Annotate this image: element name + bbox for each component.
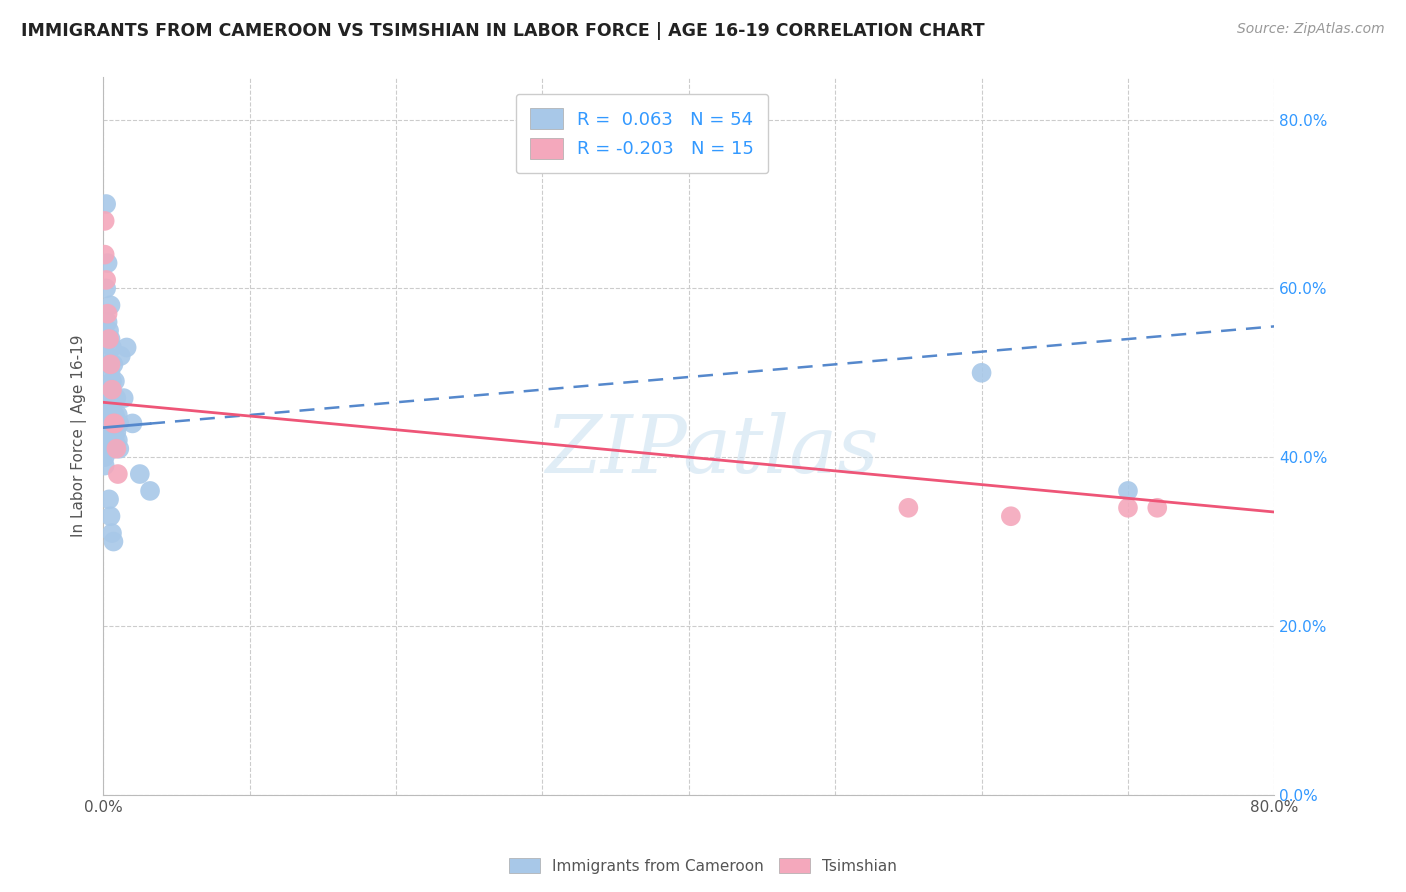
Point: [94, 273, 117, 287]
Point: [970, 366, 993, 380]
Point: [97, 400, 120, 414]
Point: [103, 357, 125, 371]
Point: [107, 434, 129, 448]
Point: [101, 434, 124, 448]
Legend: Immigrants from Cameroon, Tsimshian: Immigrants from Cameroon, Tsimshian: [503, 852, 903, 880]
Point: [107, 408, 129, 422]
Point: [94, 425, 117, 439]
Point: [93, 214, 115, 228]
Point: [104, 374, 127, 388]
Text: IMMIGRANTS FROM CAMEROON VS TSIMSHIAN IN LABOR FORCE | AGE 16-19 CORRELATION CHA: IMMIGRANTS FROM CAMEROON VS TSIMSHIAN IN…: [21, 22, 984, 40]
Point: [98, 357, 121, 371]
Point: [108, 442, 131, 456]
Point: [93, 434, 115, 448]
Point: [128, 467, 150, 481]
Point: [98, 492, 121, 507]
Point: [103, 417, 125, 431]
Point: [1000, 509, 1022, 524]
Point: [94, 197, 117, 211]
Point: [97, 417, 120, 431]
Point: [98, 417, 121, 431]
Legend: R =  0.063   N = 54, R = -0.203   N = 15: R = 0.063 N = 54, R = -0.203 N = 15: [516, 94, 768, 173]
Point: [1116, 483, 1139, 498]
Point: [115, 341, 138, 355]
Point: [101, 383, 124, 397]
Point: [105, 442, 128, 456]
Point: [101, 374, 124, 388]
Point: [101, 408, 124, 422]
Point: [93, 425, 115, 439]
Point: [105, 425, 128, 439]
Point: [93, 247, 115, 261]
Text: Source: ZipAtlas.com: Source: ZipAtlas.com: [1237, 22, 1385, 37]
Point: [112, 391, 135, 405]
Point: [97, 315, 120, 329]
Point: [94, 434, 117, 448]
Point: [94, 417, 117, 431]
Point: [93, 450, 115, 465]
Point: [101, 526, 124, 541]
Point: [121, 417, 143, 431]
Point: [100, 357, 122, 371]
Point: [97, 307, 120, 321]
Point: [139, 483, 162, 498]
Point: [100, 298, 122, 312]
Point: [100, 400, 122, 414]
Point: [107, 467, 129, 481]
Point: [100, 332, 122, 346]
Point: [103, 442, 125, 456]
Point: [101, 341, 124, 355]
Point: [897, 500, 920, 515]
Point: [104, 434, 127, 448]
Point: [108, 417, 131, 431]
Point: [103, 417, 125, 431]
Point: [93, 442, 115, 456]
Point: [94, 281, 117, 295]
Point: [97, 383, 120, 397]
Point: [100, 509, 122, 524]
Point: [104, 408, 127, 422]
Point: [98, 332, 121, 346]
Point: [98, 324, 121, 338]
Point: [93, 458, 115, 473]
Point: [104, 417, 127, 431]
Point: [103, 391, 125, 405]
Point: [98, 391, 121, 405]
Point: [97, 256, 120, 270]
Y-axis label: In Labor Force | Age 16-19: In Labor Force | Age 16-19: [72, 334, 87, 537]
Point: [105, 391, 128, 405]
Point: [100, 366, 122, 380]
Point: [1146, 500, 1168, 515]
Point: [1116, 500, 1139, 515]
Point: [97, 349, 120, 363]
Text: ZIPatlas: ZIPatlas: [546, 412, 879, 489]
Point: [103, 534, 125, 549]
Point: [110, 349, 132, 363]
Point: [100, 425, 122, 439]
